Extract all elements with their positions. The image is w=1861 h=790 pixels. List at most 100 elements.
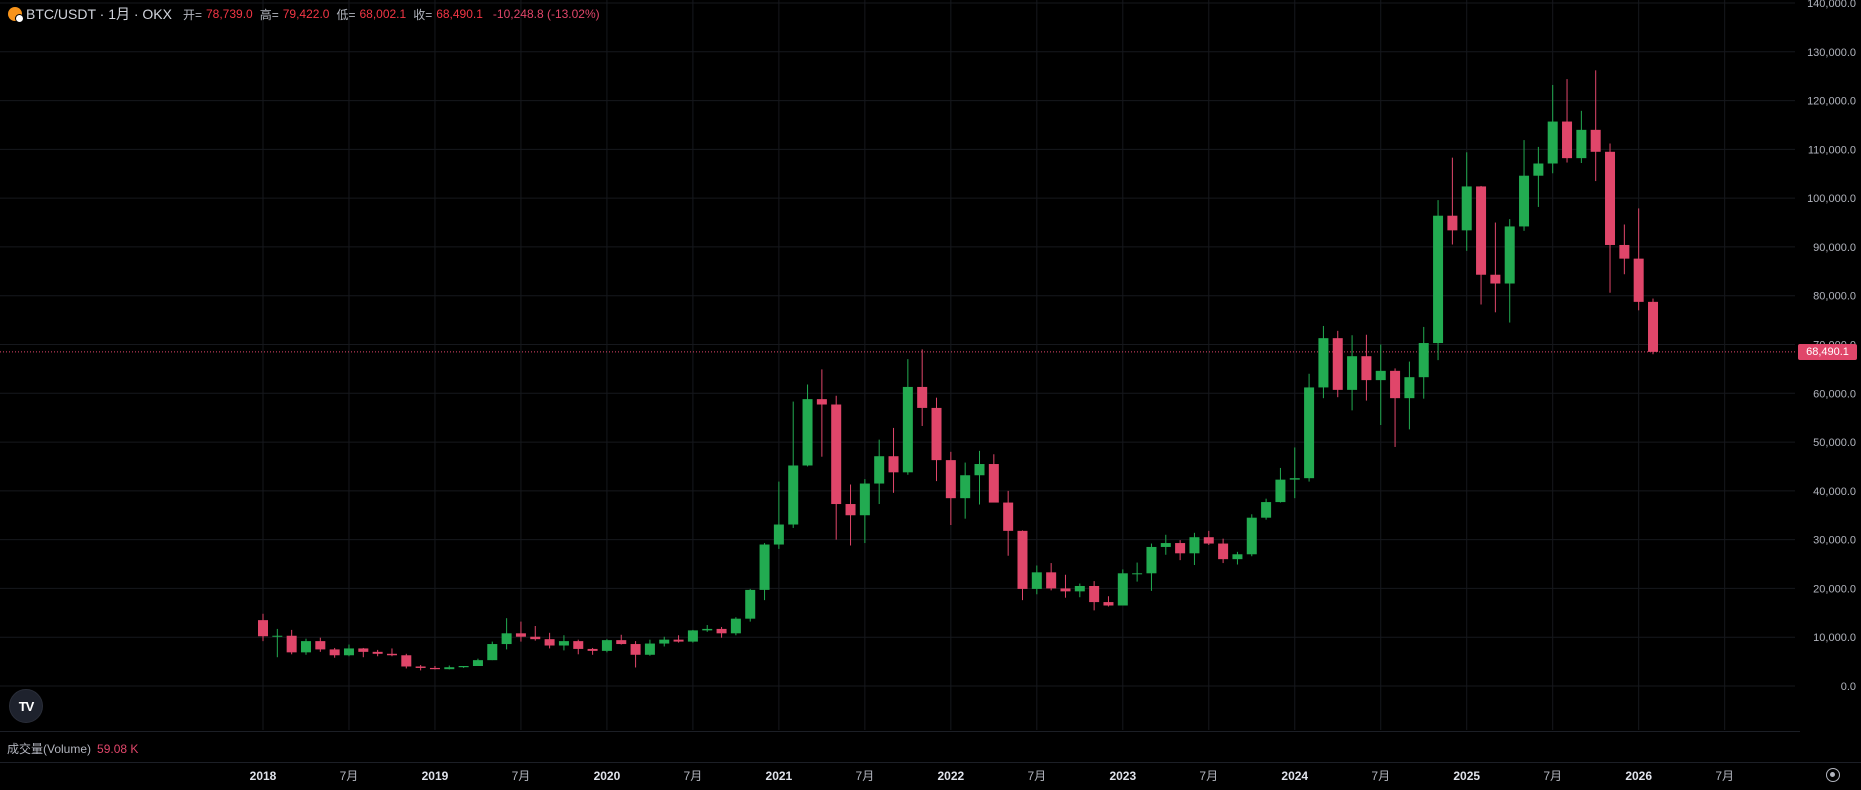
candle <box>1418 326 1429 399</box>
candle-body <box>501 633 512 645</box>
time-tick-label: 2025 <box>1453 769 1480 783</box>
candle <box>845 484 856 546</box>
grid <box>0 0 1795 730</box>
candle-body <box>816 399 827 405</box>
candle <box>644 639 655 656</box>
candle-body <box>616 640 627 645</box>
time-tick-label: 2019 <box>422 769 449 783</box>
candle <box>1003 490 1014 556</box>
volume-value: 59.08 K <box>97 742 139 756</box>
price-tick-label: 110,000.0 <box>1808 144 1856 156</box>
close-label: 收= <box>413 7 433 22</box>
candle <box>1031 565 1042 595</box>
candle <box>573 639 584 655</box>
candle-body <box>945 460 956 499</box>
candle <box>960 462 971 519</box>
candle-body <box>1046 572 1057 589</box>
candle <box>372 649 383 657</box>
candle-body <box>1232 554 1243 560</box>
time-tick-label: 2022 <box>937 769 964 783</box>
candle-body <box>444 667 455 670</box>
change-value: -10,248.8 (-13.02%) <box>492 7 600 21</box>
time-axis-divider <box>0 762 1861 763</box>
candle-body <box>917 386 928 408</box>
candle-body <box>1390 370 1401 399</box>
candle-body <box>1576 129 1587 159</box>
candle-body <box>730 618 741 634</box>
candle <box>630 641 641 668</box>
volume-label: 成交量(Volume) <box>7 742 92 756</box>
candle <box>745 588 756 622</box>
settings-icon[interactable] <box>1826 768 1840 782</box>
candle-body <box>515 633 526 637</box>
time-tick-label: 2024 <box>1281 769 1308 783</box>
candle <box>1175 540 1186 561</box>
candle <box>1218 538 1229 564</box>
low-label: 低= <box>336 7 356 22</box>
candle-body <box>630 644 641 655</box>
candle <box>300 638 311 655</box>
candle <box>902 359 913 475</box>
candle <box>931 397 942 482</box>
candle <box>1619 224 1630 275</box>
candle-body <box>300 641 311 653</box>
candle-body <box>1648 301 1659 352</box>
tradingview-logo-icon[interactable]: TV <box>9 689 43 723</box>
candle <box>1447 157 1458 245</box>
candles <box>258 70 1659 671</box>
candle <box>945 451 956 526</box>
candle <box>501 618 512 650</box>
candle-body <box>343 648 354 656</box>
time-tick-label: 7月 <box>1543 769 1562 783</box>
price-axis[interactable]: 0.0 10,000.0 20,000.0 30,000.0 40,000.0 50,00… <box>1807 0 1856 693</box>
candle-body <box>687 630 698 642</box>
symbol-title[interactable]: BTC/USDT · 1月 · OKX <box>26 6 172 22</box>
candle <box>343 644 354 657</box>
price-tick-label: 50,000.0 <box>1813 437 1856 449</box>
candle-body <box>988 464 999 503</box>
candle <box>1060 574 1071 598</box>
candle-body <box>859 483 870 516</box>
candle-body <box>845 504 856 516</box>
candle <box>1332 330 1343 398</box>
price-tick-label: 30,000.0 <box>1813 535 1856 547</box>
time-tick-label: 2026 <box>1625 769 1652 783</box>
candle <box>1576 110 1587 164</box>
time-tick-label: 7月 <box>512 769 531 783</box>
candle <box>1146 543 1157 591</box>
candle-body <box>931 407 942 461</box>
candle <box>1433 200 1444 361</box>
candle <box>1390 368 1401 447</box>
time-tick-label: 7月 <box>1371 769 1390 783</box>
close-value: 68,490.1 <box>436 7 483 21</box>
candle <box>401 653 412 669</box>
time-tick-label: 7月 <box>1027 769 1046 783</box>
candle-body <box>286 635 297 653</box>
candle <box>1590 70 1601 182</box>
volume-pane[interactable] <box>0 731 1800 762</box>
candle <box>859 479 870 544</box>
candle-body <box>888 456 899 473</box>
price-tick-label: 20,000.0 <box>1813 583 1856 595</box>
low-value: 68,002.1 <box>359 7 407 21</box>
candle <box>358 647 369 658</box>
candle <box>1117 569 1128 606</box>
candle <box>1361 334 1372 401</box>
last-price-tag: 68,490.1 <box>1798 343 1857 360</box>
candle-body <box>1275 479 1286 503</box>
candle <box>258 613 268 642</box>
candle-body <box>1447 215 1458 231</box>
price-tick-label: 90,000.0 <box>1813 242 1856 254</box>
time-tick-label: 2023 <box>1109 769 1136 783</box>
candle <box>1605 143 1616 293</box>
price-tick-label: 40,000.0 <box>1813 486 1856 498</box>
candle <box>286 629 297 655</box>
candle-body <box>258 620 268 637</box>
price-tick-label: 10,000.0 <box>1813 632 1856 644</box>
candle-body <box>831 404 842 505</box>
candle-body <box>329 649 340 656</box>
candle <box>802 384 813 467</box>
candle-body <box>315 641 326 650</box>
time-axis[interactable]: 2018 7月 2019 7月 2020 7月 2021 7月 2022 7月 2023 7月 2024… <box>250 769 1734 783</box>
